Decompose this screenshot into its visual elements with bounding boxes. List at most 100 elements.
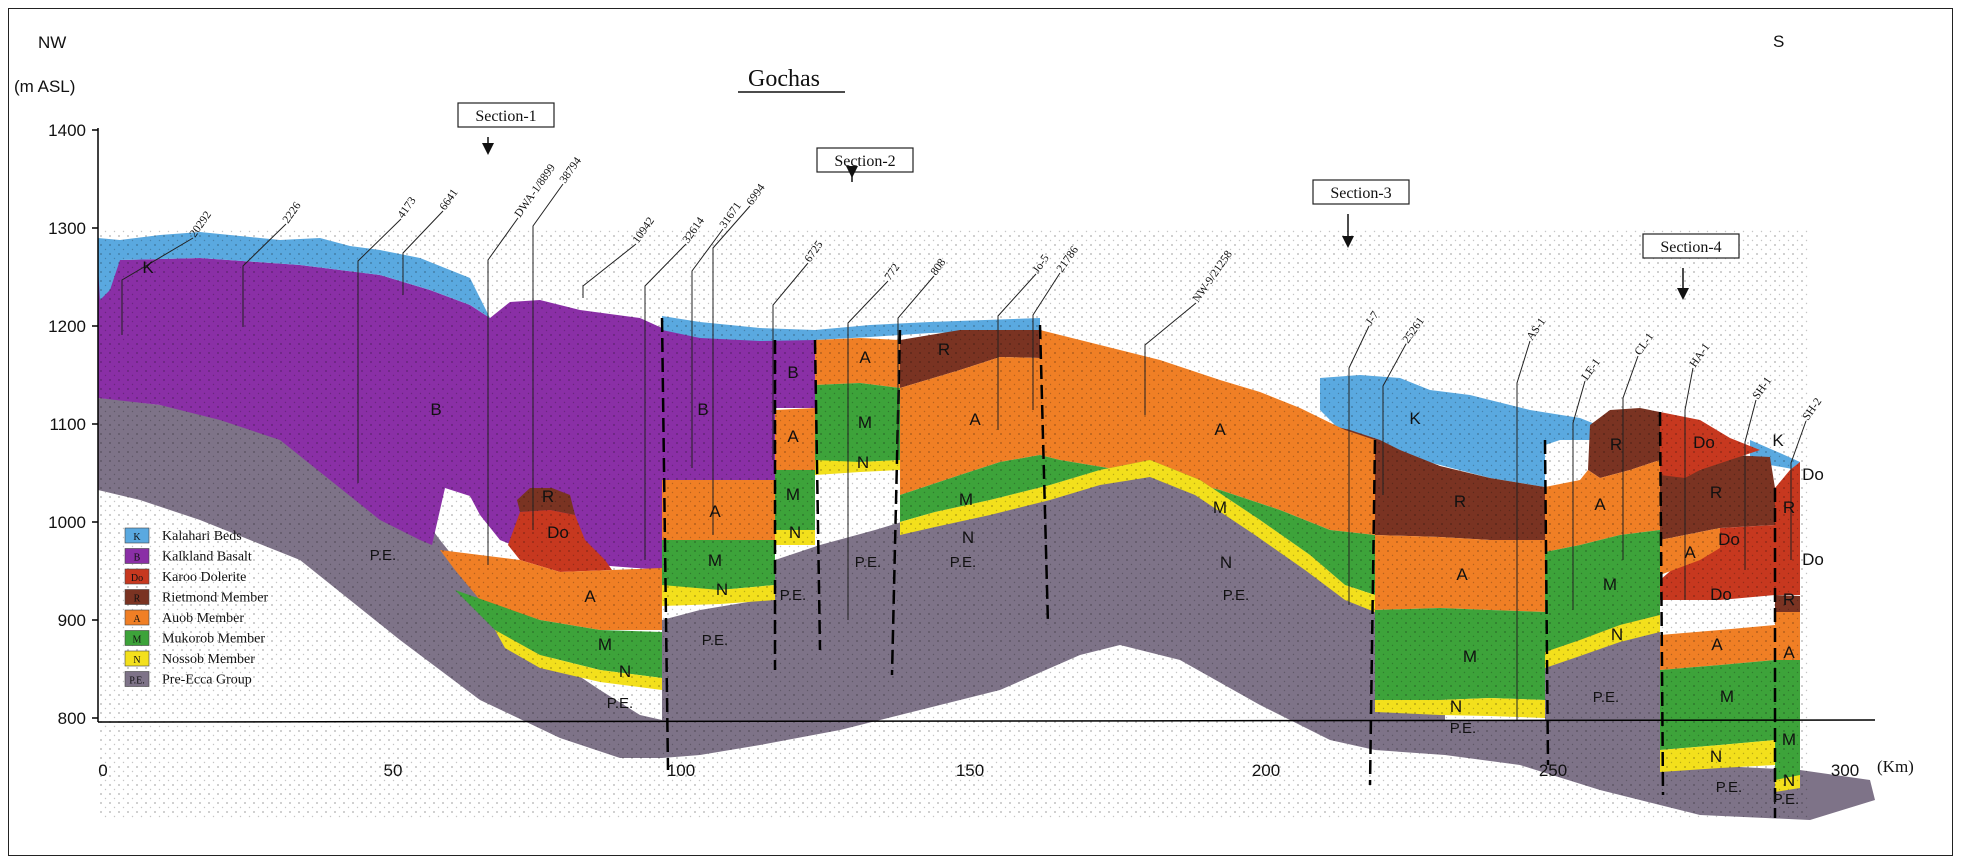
section-label: Section-3 [1330,185,1391,202]
fault-line [813,339,822,651]
legend-swatch [124,568,150,585]
legend-swatch [124,527,150,544]
legend-label: Karoo Dolerite [162,570,246,585]
legend-label: Auob Member [162,611,244,626]
borehole-label: 2226 [281,200,304,226]
unit-label: P.E. [1223,587,1249,604]
borehole-lines [121,183,1807,720]
section-arrow-head [1677,288,1689,300]
borehole-line [532,183,564,530]
figure-frame [8,8,1953,856]
y-tick-label: 1100 [49,415,86,434]
borehole-line [402,210,444,295]
borehole-line [1516,340,1531,720]
borehole-line [1744,399,1757,570]
legend-swatch [124,630,150,646]
unit-label: A [859,348,871,367]
unit-label: P.E. [780,587,806,604]
unit-label: M [1603,575,1617,594]
x-tick-label: 250 [1539,761,1567,780]
y-tick-label: 1000 [48,513,86,532]
unit-label: N [962,528,974,547]
unit-label: A [787,427,799,446]
section-label: Section-4 [1660,239,1721,256]
x-tick-label: 0 [98,761,107,780]
y-unit-label: (m ASL) [14,77,75,96]
borehole-line [1348,325,1370,605]
unit-label: M [858,413,872,432]
unit-label: P.E. [607,695,633,712]
borehole-line [997,273,1037,430]
borehole-line [691,228,724,468]
unit-label: N [789,523,801,542]
unit-label: A [1684,543,1696,562]
unit-label: P.E. [1593,689,1619,706]
borehole-line [772,262,809,460]
legend: K Kalahari Beds B Kalkland Basalt Do Karoo Do… [124,527,268,688]
left-direction-label: NW [38,33,66,52]
unit-label: M [1720,687,1734,706]
unit-label: M [1213,498,1227,517]
borehole-line [1032,272,1061,410]
legend-code: Do [131,573,143,584]
legend-code: A [133,614,141,625]
x-tick-label: 50 [384,761,403,780]
unit-label: B [430,400,441,419]
unit-label: N [1611,625,1623,644]
legend-swatch [124,650,150,667]
unit-label: A [969,410,981,429]
legend-label: Mukorob Member [162,632,265,647]
section-arrow-head [846,166,858,178]
borehole-line [1572,380,1586,610]
legend-code: B [134,553,141,564]
unit-label: P.E. [702,632,728,649]
legend-label: Kalkland Basalt [162,550,252,565]
borehole-line [1622,355,1639,560]
section-box [457,102,555,128]
unit-label: P.E. [855,554,881,571]
borehole-label: 38794 [558,155,584,186]
legend-label: Kalahari Beds [162,529,242,544]
unit-label: M [1463,647,1477,666]
x-tick-label: 200 [1252,761,1280,780]
borehole-label: DWA-1/8899 [513,162,559,220]
borehole-line [1684,367,1694,600]
legend-label: Pre-Ecca Group [162,673,252,688]
x-unit-label: (Km) [1877,757,1914,776]
borehole-label: 6994 [745,182,768,208]
y-tick-label: 800 [58,709,86,728]
borehole-line [1382,343,1407,495]
legend-code: R [134,594,141,605]
unit-label: P.E. [370,547,396,564]
fault-line [1543,439,1550,766]
unit-label: K [142,258,154,277]
unit-labels: KBP.E.RDoAMNP.E.BAMNP.E.BAMNP.E.AMNP.E.R… [142,258,1824,808]
unit-label: M [598,635,612,654]
legend-label: Rietmond Member [162,591,268,606]
borehole-line [712,205,751,535]
unit-label: Do [1693,433,1715,452]
y-tick-label: 1300 [48,219,86,238]
section-markers: Section-1 Section-2 Section-3 Section-4 [457,102,1740,300]
unit-label: R [1610,435,1622,454]
fault-line [1038,324,1050,626]
unit-label: A [1456,565,1468,584]
legend-swatch [124,671,150,687]
borehole-label: 4173 [396,195,419,221]
unit-label: P.E. [950,554,976,571]
borehole-line [582,243,637,298]
unit-label: R [1710,483,1722,502]
unit-label: R [542,487,554,506]
legend-swatch [124,589,150,605]
unit-label: N [619,662,631,681]
fault-line [1368,439,1377,786]
unit-label: K [1772,431,1784,450]
unit-label: R [1783,498,1795,517]
strata-layers [98,230,1875,820]
unit-label: Do [1802,550,1824,569]
unit-label: R [1783,590,1795,609]
unit-label: P.E. [1716,779,1742,796]
fault-line [890,329,902,676]
unit-label: P.E. [1450,720,1476,737]
section-label: Section-1 [475,108,536,125]
